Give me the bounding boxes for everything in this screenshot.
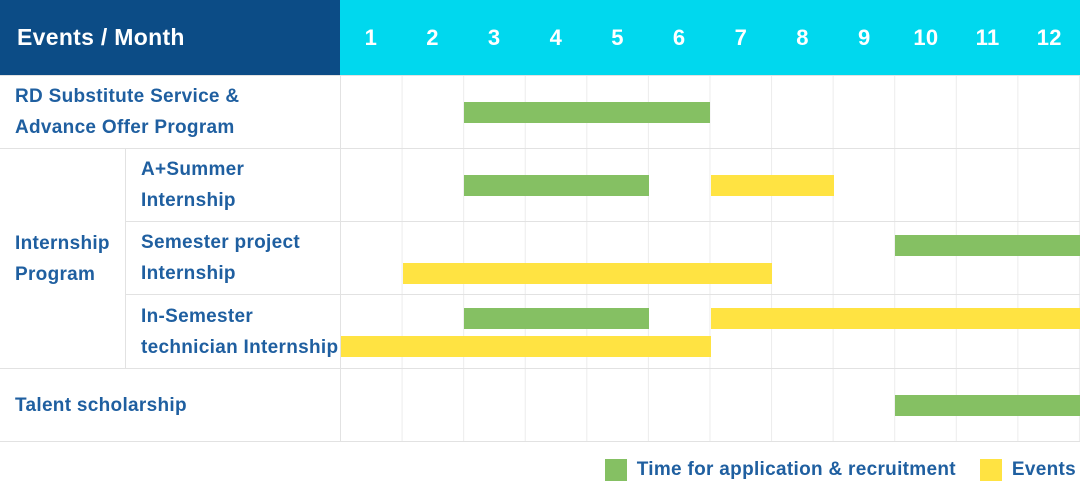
application-bar (464, 101, 711, 123)
application-bar (464, 174, 649, 196)
application-bar (895, 394, 1080, 416)
group-label-line: Internship (15, 232, 110, 254)
row-label-line: Internship (141, 263, 236, 284)
row-label-line: A+Summer (141, 159, 245, 180)
month-header-12: 12 (1036, 24, 1062, 50)
events-month-gantt-table: Events / Month 1 2 3 4 5 6 7 8 9 10 11 12 RD Substi… (0, 0, 1080, 442)
chart-row-talent-scholarship (340, 368, 1080, 441)
event-bar (402, 263, 773, 284)
event-bar (710, 174, 834, 196)
event-bar (341, 336, 711, 357)
row-label-line: In-Semester (141, 305, 254, 327)
group-label-internship-program: Internship Program (0, 148, 125, 368)
legend: Time for application & recruitment Event… (0, 442, 1080, 494)
table-header-title: Events / Month (0, 0, 340, 75)
month-header-3: 3 (487, 24, 501, 50)
row-label-line: Internship (141, 190, 236, 211)
month-header-2: 2 (426, 24, 439, 50)
event-bar (710, 308, 1080, 329)
legend-label-application: Time for application & recruitment (636, 459, 956, 480)
chart-row-semester-project (340, 221, 1080, 294)
month-header-9: 9 (857, 24, 871, 50)
row-label-rd-substitute: RD Substitute Service & Advance Offer Pr… (0, 75, 340, 148)
month-header-1: 1 (364, 24, 378, 50)
application-bar (464, 308, 649, 329)
green-swatch-icon (604, 459, 627, 481)
month-header-6: 6 (672, 24, 686, 50)
yellow-swatch-icon (979, 459, 1002, 481)
month-header-8: 8 (796, 24, 809, 50)
row-label-line: Talent scholarship (15, 394, 187, 416)
row-label-in-semester-technician: In-Semester technician Internship (125, 294, 340, 368)
month-header-7: 7 (734, 24, 748, 50)
legend-item-events: Events (979, 459, 1076, 481)
month-header-11: 11 (975, 24, 1000, 50)
row-label-line: RD Substitute Service & (15, 86, 240, 107)
legend-label-events: Events (1011, 459, 1076, 480)
events-month-label: Events / Month (17, 24, 185, 50)
month-header-4: 4 (549, 24, 563, 50)
legend-item-application: Time for application & recruitment (604, 459, 956, 481)
chart-row-a-plus-summer (340, 148, 1080, 221)
row-label-semester-project: Semester project Internship (125, 221, 340, 294)
row-label-line: Semester project (141, 232, 300, 253)
chart-row-in-semester-technician (340, 294, 1080, 368)
group-label-line: Program (15, 263, 96, 285)
month-header-10: 10 (913, 24, 939, 50)
row-label-a-plus-summer: A+Summer Internship (125, 148, 340, 221)
chart-row-rd-substitute (340, 75, 1080, 148)
month-header-row: 1 2 3 4 5 6 7 8 9 10 11 12 (340, 0, 1080, 75)
month-header-5: 5 (611, 24, 624, 50)
row-label-line: Advance Offer Program (15, 117, 235, 138)
row-label-talent-scholarship: Talent scholarship (0, 368, 340, 441)
application-bar (895, 235, 1080, 256)
row-label-line: technician Internship (141, 336, 339, 358)
